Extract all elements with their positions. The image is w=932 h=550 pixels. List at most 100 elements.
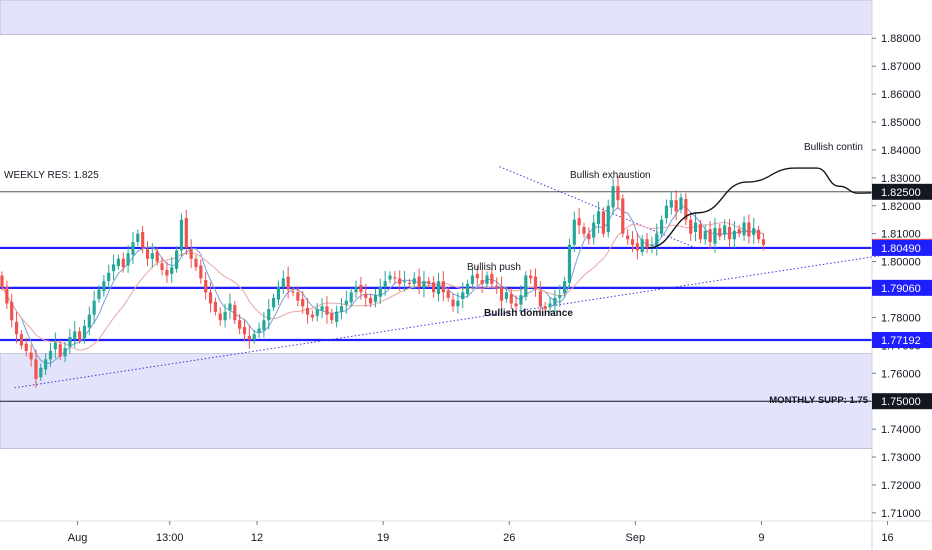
candle [417, 268, 421, 295]
candles-layer [0, 176, 766, 388]
candle [58, 340, 62, 361]
y-tick-label: 1.86000 [881, 89, 921, 101]
candle [373, 288, 378, 308]
candle [606, 199, 610, 238]
candle [383, 271, 387, 296]
x-tick-label: 19 [377, 532, 389, 544]
candle [761, 233, 766, 251]
candle [572, 211, 576, 253]
annotations-layer: WEEKLY RES: 1.825 Bullish exhaustion Bul… [4, 142, 869, 406]
candle [543, 302, 547, 313]
candle [291, 287, 295, 297]
candle [213, 297, 217, 316]
candle [669, 192, 673, 215]
y-tick-label: 1.73000 [881, 452, 921, 464]
candle [233, 300, 237, 324]
candle [305, 297, 310, 324]
y-axis: 1.88000 1.87000 1.86000 1.85000 1.84000 1.830… [872, 33, 921, 520]
candle [199, 259, 203, 284]
candle [611, 178, 615, 215]
candle [398, 270, 402, 292]
candle [456, 292, 460, 314]
candle [339, 298, 344, 320]
candle [359, 276, 363, 300]
price-tag: 1.82500 [872, 183, 932, 200]
candle [121, 252, 125, 273]
candle [160, 257, 164, 276]
candle [262, 312, 266, 338]
candle [281, 270, 285, 295]
y-tick-label: 1.74000 [881, 424, 921, 436]
candle [538, 281, 542, 316]
candle [73, 321, 77, 348]
candle [684, 192, 688, 226]
candle [747, 214, 751, 244]
candle [592, 214, 596, 245]
candle [519, 285, 523, 314]
x-tick-label: Sep [626, 532, 646, 544]
candle [630, 231, 635, 253]
candle [698, 220, 702, 244]
price-tag-label: 1.75000 [881, 396, 921, 408]
price-tag-label: 1.77192 [881, 335, 921, 347]
price-tag-label: 1.82500 [881, 187, 921, 199]
candle [175, 246, 179, 273]
price-tags: 1.825001.805291.804901.790601.771921.750… [872, 183, 932, 410]
candle [19, 330, 23, 350]
candle [499, 276, 504, 310]
candle [616, 176, 620, 210]
y-tick-label: 1.87000 [881, 61, 921, 73]
candle [335, 305, 339, 328]
y-tick-label: 1.85000 [881, 117, 921, 129]
candle [655, 223, 659, 256]
candle [111, 254, 116, 281]
price-tag: 1.77192 [872, 331, 932, 348]
candle [223, 303, 227, 328]
candle [718, 223, 722, 241]
candle [170, 257, 174, 283]
candle [204, 271, 208, 300]
candle [388, 271, 392, 284]
candle [92, 290, 96, 324]
candle [708, 221, 712, 250]
candle [39, 363, 43, 381]
candle [533, 268, 538, 297]
candle [461, 282, 465, 309]
ma-slow-line [1, 221, 764, 351]
candle [29, 344, 33, 367]
candle [727, 218, 732, 247]
candle [257, 322, 261, 339]
candle [563, 276, 567, 298]
candle [596, 201, 601, 234]
price-tag-label: 1.80490 [881, 243, 921, 255]
y-tick-label: 1.83000 [881, 173, 921, 185]
candle [116, 254, 120, 270]
candle [635, 233, 639, 260]
candle [82, 319, 87, 344]
candle [737, 225, 741, 238]
price-tag-label: 1.79060 [881, 283, 921, 295]
candle [107, 264, 111, 289]
candle [664, 199, 669, 224]
candle [742, 216, 746, 241]
x-tick-label: 13:00 [156, 532, 184, 544]
candle [524, 271, 528, 301]
price-tag: 1.79060 [872, 279, 932, 296]
y-tick-label: 1.88000 [881, 33, 921, 45]
candle [504, 288, 508, 303]
candle [320, 298, 324, 319]
annotation-bullish-push: Bullish push [467, 262, 521, 273]
candle [150, 243, 154, 268]
candle [325, 296, 329, 324]
candle [87, 306, 91, 335]
candle [485, 271, 489, 288]
candle [189, 239, 193, 268]
candle [364, 283, 368, 307]
candle [0, 271, 4, 291]
candle [286, 266, 290, 299]
candle [427, 276, 431, 288]
candle [165, 261, 169, 283]
candle [693, 212, 698, 242]
candle [34, 349, 38, 388]
